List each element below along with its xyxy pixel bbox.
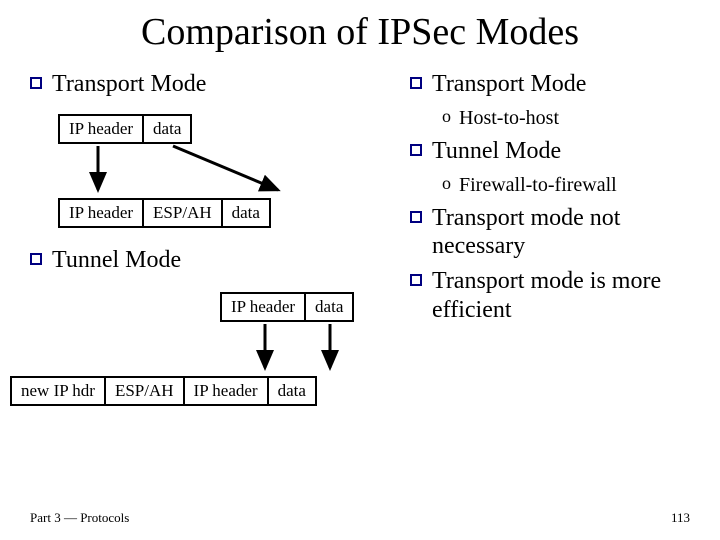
right-bullet-3-text: Transport mode not necessary <box>432 204 710 262</box>
footer-left: Part 3 — Protocols <box>30 510 129 526</box>
right-bullet-4-text: Transport mode is more efficient <box>432 267 710 325</box>
packet-cell: IP header <box>220 292 306 322</box>
footer-page-number: 113 <box>671 510 690 526</box>
right-bullet-2-sub-1-text: Firewall-to-firewall <box>459 172 617 198</box>
right-bullet-2-sub-1: o Firewall-to-firewall <box>442 172 710 198</box>
right-bullet-2-text: Tunnel Mode <box>432 137 561 166</box>
tunnel-arrows <box>10 320 410 378</box>
packet-cell: ESP/AH <box>106 376 185 406</box>
left-tunnel-heading-block: Tunnel Mode <box>30 246 181 281</box>
packet-tunnel-before: IP header data <box>220 292 354 322</box>
packet-cell: data <box>144 114 192 144</box>
right-bullet-1-text: Transport Mode <box>432 70 586 99</box>
square-bullet-icon <box>410 274 422 286</box>
right-bullet-1-sub-1: o Host-to-host <box>442 105 710 131</box>
o-bullet-icon: o <box>442 105 451 128</box>
left-column: Transport Mode IP header data IP header … <box>30 70 400 105</box>
packet-cell: ESP/AH <box>144 198 223 228</box>
o-bullet-icon: o <box>442 172 451 195</box>
packet-cell: IP header <box>58 198 144 228</box>
packet-tunnel-after: new IP hdr ESP/AH IP header data <box>10 376 317 406</box>
right-bullet-1: Transport Mode <box>410 70 710 99</box>
square-bullet-icon <box>410 77 422 89</box>
packet-transport-after: IP header ESP/AH data <box>58 198 271 228</box>
packet-transport-before: IP header data <box>58 114 192 144</box>
left-tunnel-heading: Tunnel Mode <box>52 246 181 275</box>
packet-cell: IP header <box>185 376 269 406</box>
packet-cell: data <box>306 292 354 322</box>
packet-cell: IP header <box>58 114 144 144</box>
left-transport-heading: Transport Mode <box>52 70 206 99</box>
right-column: Transport Mode o Host-to-host Tunnel Mod… <box>410 70 710 331</box>
square-bullet-icon <box>30 77 42 89</box>
packet-cell: new IP hdr <box>10 376 106 406</box>
square-bullet-icon <box>410 211 422 223</box>
left-transport-heading-line: Transport Mode <box>30 70 400 99</box>
packet-cell: data <box>223 198 271 228</box>
square-bullet-icon <box>30 253 42 265</box>
right-bullet-3: Transport mode not necessary <box>410 204 710 262</box>
right-bullet-4: Transport mode is more efficient <box>410 267 710 325</box>
packet-cell: data <box>269 376 317 406</box>
slide-title: Comparison of IPSec Modes <box>0 10 720 54</box>
right-bullet-1-sub-1-text: Host-to-host <box>459 105 559 131</box>
transport-arrows <box>58 142 358 200</box>
square-bullet-icon <box>410 144 422 156</box>
right-bullet-2: Tunnel Mode <box>410 137 710 166</box>
